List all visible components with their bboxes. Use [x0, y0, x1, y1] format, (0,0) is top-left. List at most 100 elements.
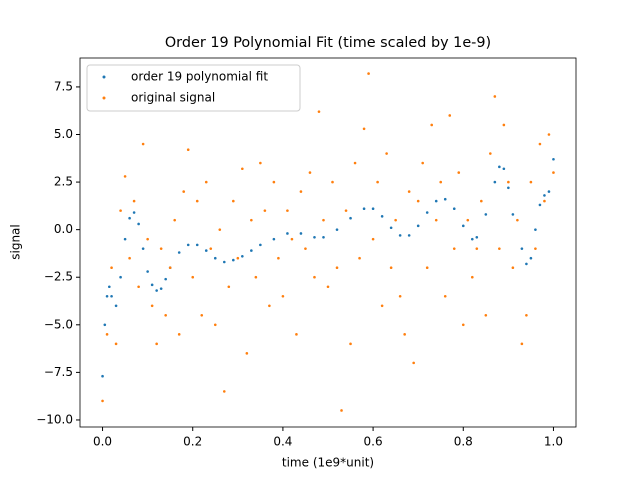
point [461, 224, 465, 228]
point [425, 211, 429, 214]
point [511, 266, 515, 270]
point [416, 199, 420, 203]
point [529, 180, 533, 184]
point [159, 287, 163, 290]
point [407, 190, 411, 193]
point [443, 197, 447, 201]
point [241, 254, 244, 258]
point [507, 186, 510, 190]
point [335, 266, 339, 270]
point [380, 304, 384, 308]
point [385, 152, 388, 155]
point [367, 72, 370, 75]
point [344, 209, 348, 212]
point [272, 237, 276, 241]
y-tick-label: 0.0 [54, 222, 73, 236]
point [119, 209, 122, 212]
y-tick-label: −10.0 [36, 412, 73, 426]
point [281, 294, 285, 298]
point [227, 285, 231, 289]
point [101, 399, 104, 403]
chart-title: Order 19 Polynomial Fit (time scaled by … [165, 35, 491, 51]
point [308, 171, 312, 174]
point [195, 199, 199, 203]
point [209, 247, 213, 250]
point [259, 243, 262, 247]
plot-frame [79, 57, 577, 428]
point [101, 374, 104, 378]
point [552, 157, 555, 161]
point [159, 247, 163, 250]
point [245, 352, 249, 355]
x-tick-label: 0.6 [364, 435, 383, 449]
point [128, 216, 131, 220]
x-tick-label: 0.8 [454, 435, 473, 449]
point [263, 209, 267, 212]
point [295, 333, 298, 336]
point [277, 256, 280, 260]
point [430, 123, 434, 127]
point [313, 235, 316, 239]
point [146, 270, 149, 273]
point [123, 175, 127, 178]
point [362, 127, 366, 131]
point [299, 232, 303, 235]
point [376, 180, 379, 184]
point [177, 251, 181, 254]
point [498, 247, 501, 250]
point [525, 262, 528, 266]
point [484, 213, 488, 216]
x-tick-label: 0.4 [273, 435, 292, 449]
point [213, 256, 217, 260]
legend-marker [102, 96, 106, 100]
point [241, 167, 244, 171]
point [286, 209, 289, 212]
point [489, 152, 492, 155]
point [108, 285, 111, 289]
point [493, 180, 497, 184]
point [119, 275, 122, 279]
point [525, 313, 528, 317]
point [538, 203, 542, 207]
point [371, 207, 375, 211]
point [232, 199, 235, 203]
point [195, 243, 199, 247]
legend-box [86, 64, 301, 112]
point [389, 226, 393, 230]
point [164, 313, 167, 317]
y-tick-label: 5.0 [54, 127, 73, 141]
y-tick-label: −2.5 [44, 270, 73, 284]
point [538, 142, 542, 146]
y-tick-label: −5.0 [44, 317, 73, 331]
point [155, 342, 158, 346]
point [204, 249, 208, 252]
point [475, 247, 479, 250]
point [434, 199, 438, 203]
point [322, 218, 325, 222]
x-axis-label: time (1e9*unit) [282, 456, 374, 470]
point [218, 228, 222, 231]
point [493, 95, 497, 98]
point [358, 256, 361, 260]
point [480, 199, 483, 203]
point [452, 247, 456, 250]
point [268, 304, 271, 308]
point [177, 333, 181, 336]
point [421, 161, 424, 165]
point [457, 171, 461, 174]
point [105, 333, 109, 336]
legend-marker [102, 75, 106, 79]
point [389, 266, 393, 270]
point [520, 342, 524, 346]
point [371, 237, 375, 241]
point [434, 218, 438, 222]
point [150, 304, 154, 308]
x-tick-label: 1.0 [544, 435, 563, 449]
point [516, 218, 519, 222]
legend-label: original signal [131, 91, 215, 105]
point [141, 247, 145, 250]
point [331, 180, 334, 184]
point [403, 333, 406, 336]
point [529, 256, 533, 260]
